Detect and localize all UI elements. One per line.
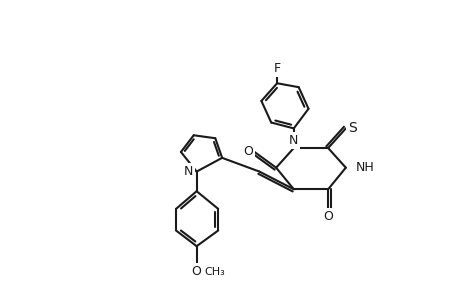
Text: CH₃: CH₃ [204, 267, 225, 277]
Text: N: N [184, 165, 193, 178]
Text: F: F [273, 62, 280, 75]
Text: NH: NH [355, 161, 374, 174]
Text: O: O [243, 146, 253, 158]
Text: N: N [288, 134, 298, 147]
Text: O: O [191, 265, 201, 278]
Text: S: S [347, 122, 356, 135]
Text: O: O [323, 210, 332, 223]
